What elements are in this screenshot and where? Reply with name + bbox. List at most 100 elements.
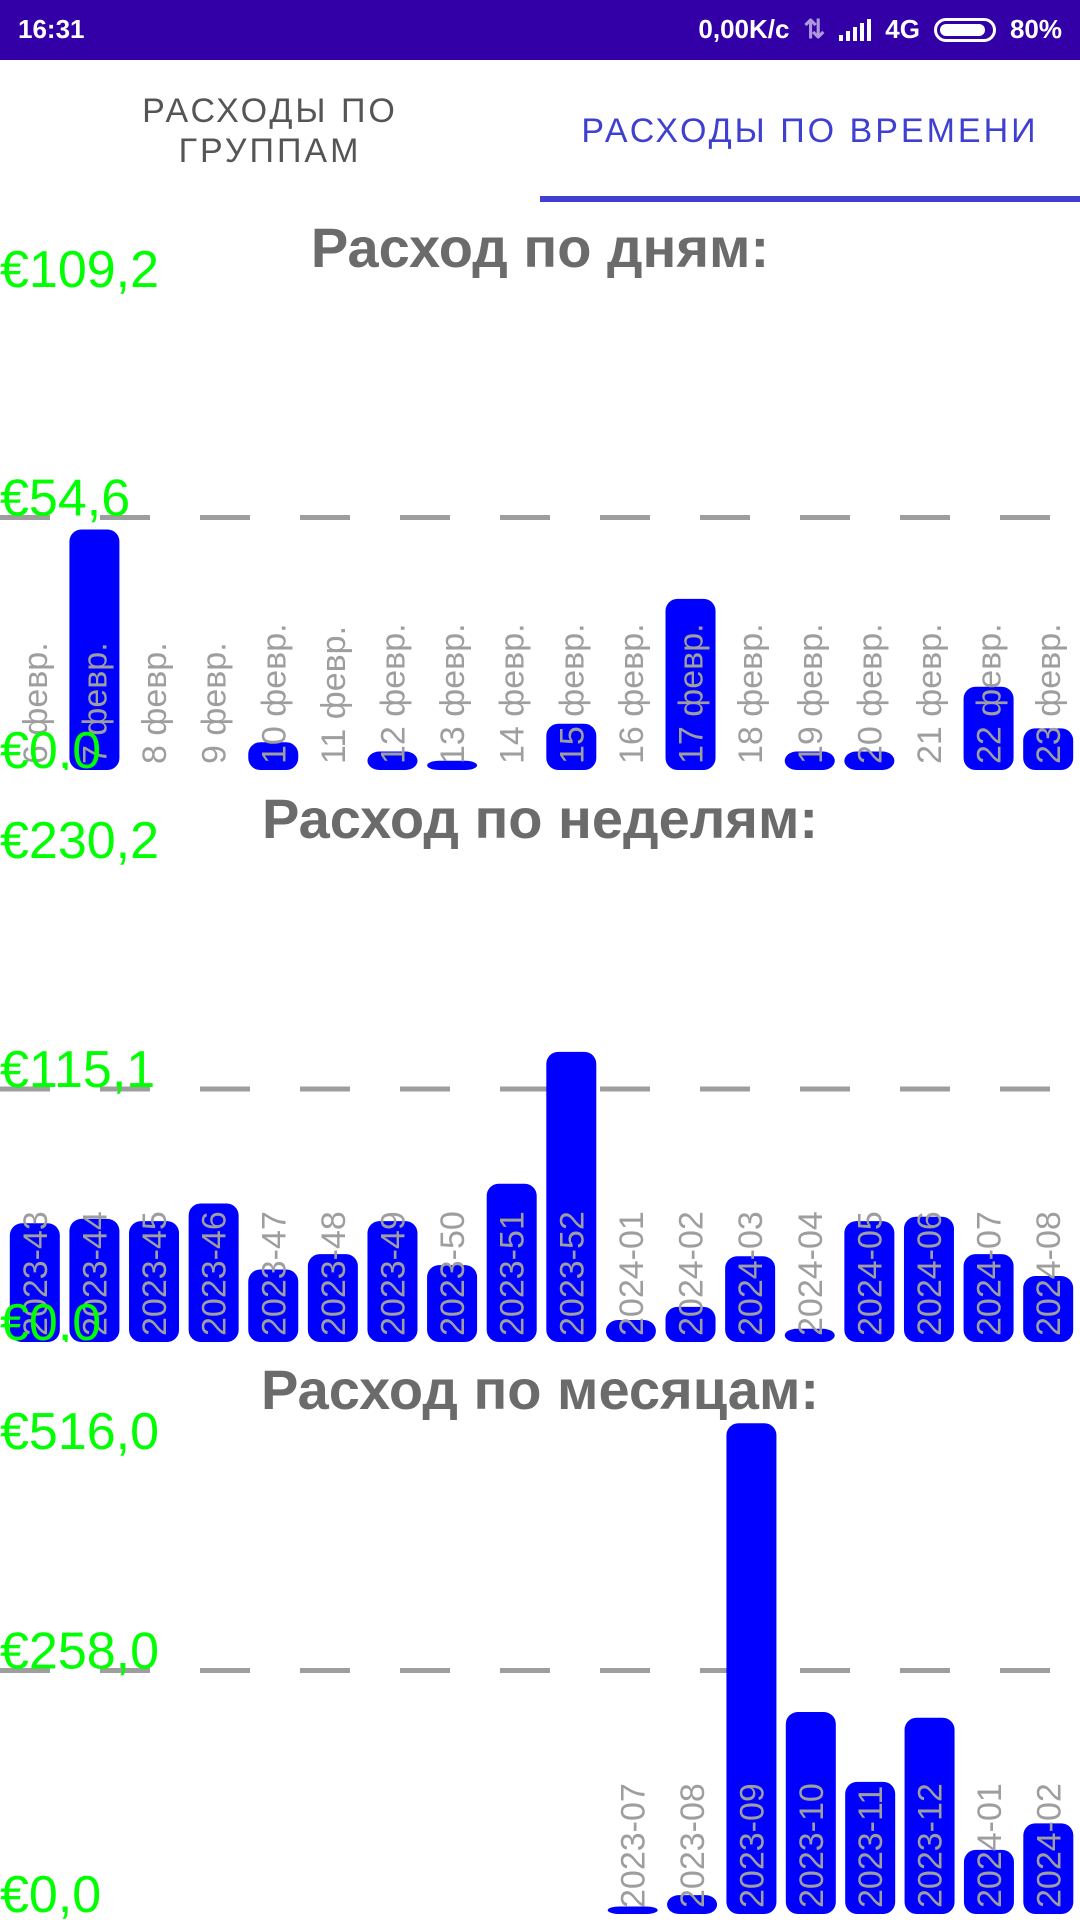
chart-bar[interactable]	[903, 1216, 954, 1342]
chart-bar[interactable]	[9, 1223, 60, 1342]
chart-bar[interactable]	[785, 1712, 836, 1914]
x-tick-label: 2023-11	[852, 1786, 890, 1908]
x-tick-label: 2023-07	[615, 1783, 653, 1908]
x-tick-label: 2023-08	[674, 1783, 712, 1908]
data-transfer-icon: ⇅	[803, 14, 826, 44]
chart-bar[interactable]	[725, 1256, 776, 1342]
x-tick-label: 13 февр.	[434, 623, 472, 764]
chart-bar[interactable]	[963, 1849, 1014, 1914]
x-tick-label: 2023-45	[136, 1211, 174, 1336]
chart-bar[interactable]	[1023, 728, 1074, 770]
x-tick-label: 2023-50	[434, 1211, 472, 1336]
x-tick-label: 2024-07	[971, 1211, 1009, 1336]
status-bar: 16:31 0,00K/c ⇅ 4G 80%	[0, 0, 1080, 60]
chart-bar[interactable]	[546, 723, 597, 770]
chart-bar[interactable]	[784, 751, 835, 770]
x-tick-label: 2023-47	[255, 1211, 293, 1336]
tab-bar: РАСХОДЫ ПО ГРУППАМ РАСХОДЫ ПО ВРЕМЕНИ	[0, 60, 1080, 202]
x-tick-label: 2023-43	[17, 1211, 55, 1336]
x-tick-label: 2024-01	[613, 1211, 651, 1336]
status-time: 16:31	[18, 14, 85, 44]
x-tick-label: 2024-08	[1030, 1211, 1068, 1336]
chart-bar[interactable]	[904, 1717, 955, 1914]
tab-expenses-by-groups[interactable]: РАСХОДЫ ПО ГРУППАМ	[0, 60, 540, 202]
x-tick-label: 9 февр.	[196, 642, 234, 764]
chart-bar[interactable]	[486, 1183, 537, 1342]
chart-bar[interactable]	[665, 1306, 716, 1342]
tab-indicator	[540, 196, 1080, 202]
chart-bar[interactable]	[784, 1328, 835, 1342]
network-type: 4G	[885, 14, 920, 44]
chart-bar[interactable]	[129, 1221, 180, 1342]
chart-title: Расход по месяцам:	[260, 1358, 820, 1421]
x-tick-label: 20 февр.	[851, 623, 889, 764]
x-tick-label: 10 февр.	[255, 623, 293, 764]
x-tick-label: 2023-46	[196, 1211, 234, 1336]
signal-icon	[839, 18, 872, 41]
x-tick-label: 11 февр.	[315, 626, 353, 764]
chart-bar[interactable]	[1023, 1276, 1074, 1342]
chart-weekly-plot: 2023-43 2023-44 2023-45 2023-46 2023-47 2023-…	[0, 812, 1080, 1342]
x-tick-label: 2023-51	[494, 1211, 532, 1336]
x-tick-label: 2024-03	[732, 1211, 770, 1336]
chart-bar[interactable]	[546, 1051, 597, 1342]
x-tick-label: 19 февр.	[792, 623, 830, 764]
x-tick-label: 23 февр.	[1030, 623, 1068, 764]
chart-bar[interactable]	[963, 1254, 1014, 1342]
chart-weekly: Расход по неделям: 2023-43 2023-44 2023-45…	[0, 776, 1080, 1342]
chart-monthly-plot: 2023-07 2023-08 2023-09 2023-10 2023-11 2023-…	[0, 1403, 1080, 1920]
chart-bar[interactable]	[188, 1203, 239, 1342]
chart-bar[interactable]	[427, 1265, 478, 1342]
y-tick-label: €0,0	[0, 722, 101, 770]
x-tick-label: 2024-02	[1030, 1783, 1068, 1908]
x-tick-label: 2023-44	[76, 1211, 114, 1336]
chart-bar[interactable]	[248, 742, 299, 770]
battery-icon	[933, 17, 996, 42]
chart-bar[interactable]	[307, 1254, 358, 1342]
chart-daily-plot: 6 февр. 7 февр. 8 февр. 9 февр. 10 февр. 11 ф…	[0, 241, 1080, 770]
chart-bar[interactable]	[248, 1269, 299, 1342]
y-tick-label: €54,6	[0, 470, 130, 528]
chart-bar[interactable]	[69, 529, 120, 770]
y-tick-label: €115,1	[0, 1041, 155, 1099]
chart-bar[interactable]	[1023, 1823, 1074, 1914]
x-tick-label: 21 февр.	[911, 623, 949, 764]
chart-bar[interactable]	[665, 598, 716, 770]
y-tick-label: €109,2	[0, 241, 159, 299]
chart-bar[interactable]	[844, 1221, 895, 1342]
x-tick-label: 14 февр.	[494, 623, 532, 764]
chart-bar[interactable]	[605, 1320, 656, 1342]
x-tick-label: 8 февр.	[136, 642, 174, 764]
x-tick-label: 12 февр.	[374, 623, 412, 764]
chart-bar[interactable]	[367, 1221, 418, 1342]
chart-bar[interactable]	[726, 1423, 777, 1914]
status-right: 0,00K/c ⇅ 4G 80%	[698, 14, 1062, 45]
chart-title: Расход по дням:	[310, 216, 770, 279]
x-tick-label: 6 февр.	[17, 642, 55, 764]
x-tick-label: 2023-09	[733, 1783, 771, 1908]
x-tick-label: 2023-48	[315, 1211, 353, 1336]
chart-bar[interactable]	[427, 760, 478, 770]
tab-label: РАСХОДЫ ПО ВРЕМЕНИ	[581, 112, 1039, 150]
y-tick-label: €258,0	[0, 1623, 159, 1681]
chart-bar[interactable]	[963, 686, 1014, 770]
chart-bar[interactable]	[69, 1218, 120, 1342]
chart-bar[interactable]	[367, 751, 418, 770]
x-tick-label: 18 февр.	[732, 623, 770, 764]
x-tick-label: 22 февр.	[971, 623, 1009, 764]
x-tick-label: 2023-12	[912, 1783, 950, 1908]
chart-bar[interactable]	[845, 1781, 896, 1914]
x-tick-label: 2024-05	[851, 1211, 889, 1336]
x-tick-label: 2023-10	[793, 1783, 831, 1908]
x-tick-label: 2024-06	[911, 1211, 949, 1336]
y-tick-label: €0,0	[0, 1866, 101, 1920]
x-tick-label: 2023-49	[374, 1211, 412, 1336]
chart-bar[interactable]	[607, 1906, 658, 1914]
x-tick-label: 17 февр.	[673, 623, 711, 764]
y-tick-label: €516,0	[0, 1403, 159, 1461]
x-tick-label: 2024-04	[792, 1211, 830, 1336]
chart-bar[interactable]	[844, 751, 895, 770]
chart-bar[interactable]	[667, 1895, 718, 1914]
net-speed: 0,00K/c	[698, 14, 790, 44]
tab-expenses-by-time[interactable]: РАСХОДЫ ПО ВРЕМЕНИ	[540, 60, 1080, 202]
